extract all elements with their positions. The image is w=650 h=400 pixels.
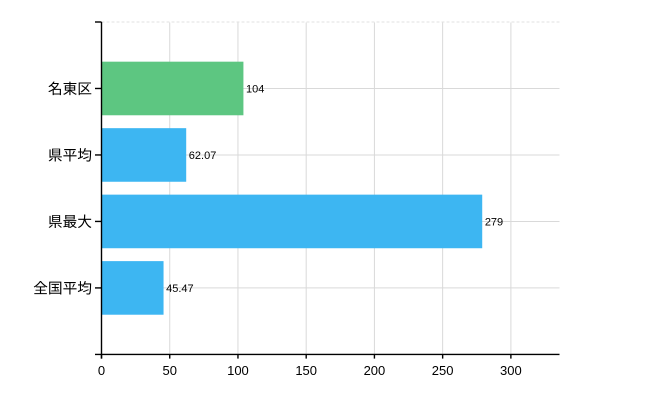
svg-text:279: 279	[485, 216, 503, 228]
svg-text:250: 250	[432, 363, 454, 378]
svg-text:104: 104	[246, 83, 264, 95]
svg-text:300: 300	[500, 363, 522, 378]
svg-text:200: 200	[364, 363, 386, 378]
svg-text:45.47: 45.47	[166, 283, 194, 295]
svg-text:100: 100	[227, 363, 249, 378]
svg-text:150: 150	[295, 363, 317, 378]
svg-text:50: 50	[162, 363, 176, 378]
svg-text:0: 0	[98, 363, 105, 378]
svg-text:62.07: 62.07	[189, 150, 217, 162]
